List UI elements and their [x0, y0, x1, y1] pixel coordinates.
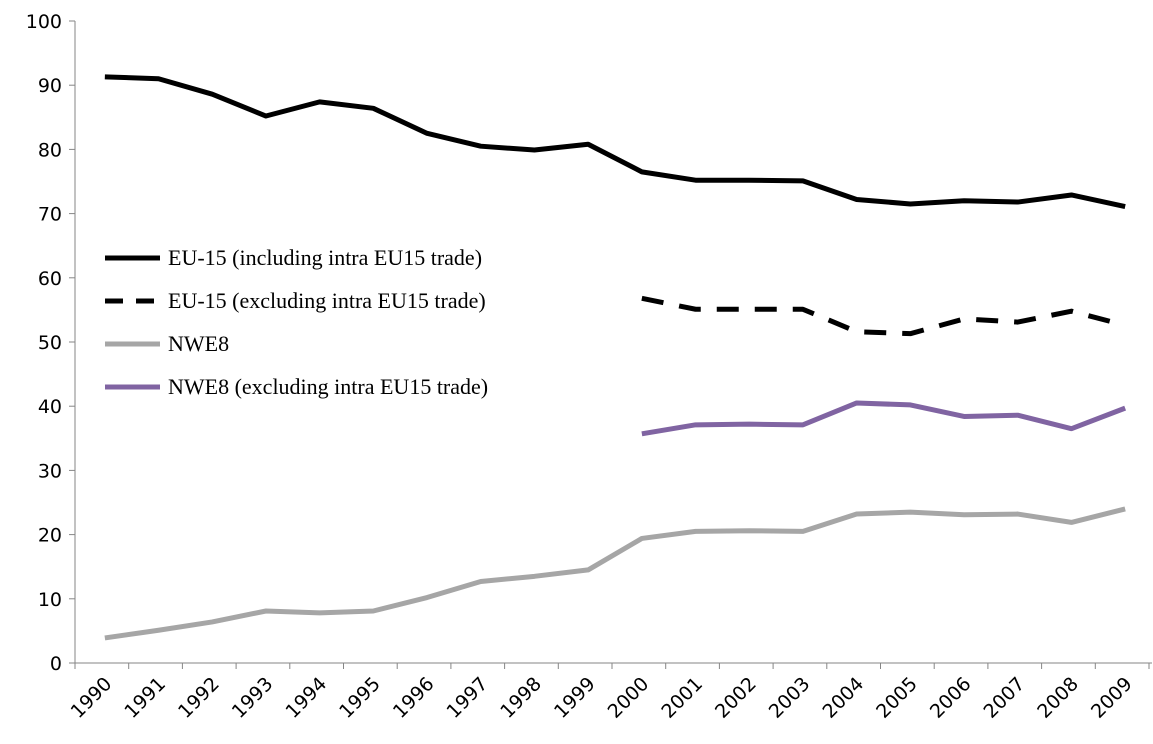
x-tick-label: 2005 [872, 673, 922, 723]
y-tick-label: 100 [26, 11, 62, 33]
y-tick-label: 80 [38, 139, 62, 161]
x-tick-label: 1997 [443, 673, 493, 723]
x-tick-label: 1996 [389, 673, 439, 723]
y-tick-label: 60 [38, 268, 62, 290]
series-line [104, 74, 1126, 209]
x-tick-label: 2004 [818, 673, 868, 723]
x-tick-label: 1993 [228, 673, 278, 723]
legend-label: NWE8 (excluding intra EU15 trade) [168, 374, 488, 399]
y-tick-label: 40 [38, 396, 62, 418]
x-tick-label: 2006 [926, 673, 976, 723]
y-tick-label: 90 [38, 75, 62, 97]
x-tick-label: 2000 [604, 673, 654, 723]
x-tick-label: 2007 [980, 673, 1030, 723]
y-tick-label: 0 [50, 653, 62, 675]
x-tick-label: 1992 [174, 673, 224, 723]
y-tick-label: 10 [38, 589, 62, 611]
y-tick-label: 20 [38, 525, 62, 547]
x-tick-label: 2008 [1033, 673, 1083, 723]
x-tick-label: 1999 [550, 673, 600, 723]
y-tick-label: 70 [38, 204, 62, 226]
legend-label: NWE8 [168, 331, 229, 356]
x-tick-label: 1995 [335, 673, 385, 723]
x-tick-label: 2009 [1087, 673, 1137, 723]
legend-label: EU-15 (including intra EU15 trade) [168, 245, 482, 270]
x-tick-label: 2001 [657, 673, 707, 723]
x-tick-label: 1994 [281, 673, 331, 723]
series-line [104, 506, 1126, 641]
x-tick-label: 1991 [120, 673, 170, 723]
series-line [641, 295, 1126, 337]
series-line [641, 400, 1127, 437]
x-tick-label: 1998 [496, 673, 546, 723]
y-tick-label: 30 [38, 460, 62, 482]
legend-label: EU-15 (excluding intra EU15 trade) [168, 288, 486, 313]
y-tick-label: 50 [38, 332, 62, 354]
x-tick-label: 1990 [67, 673, 117, 723]
x-tick-label: 2002 [711, 673, 761, 723]
x-tick-label: 2003 [765, 673, 815, 723]
